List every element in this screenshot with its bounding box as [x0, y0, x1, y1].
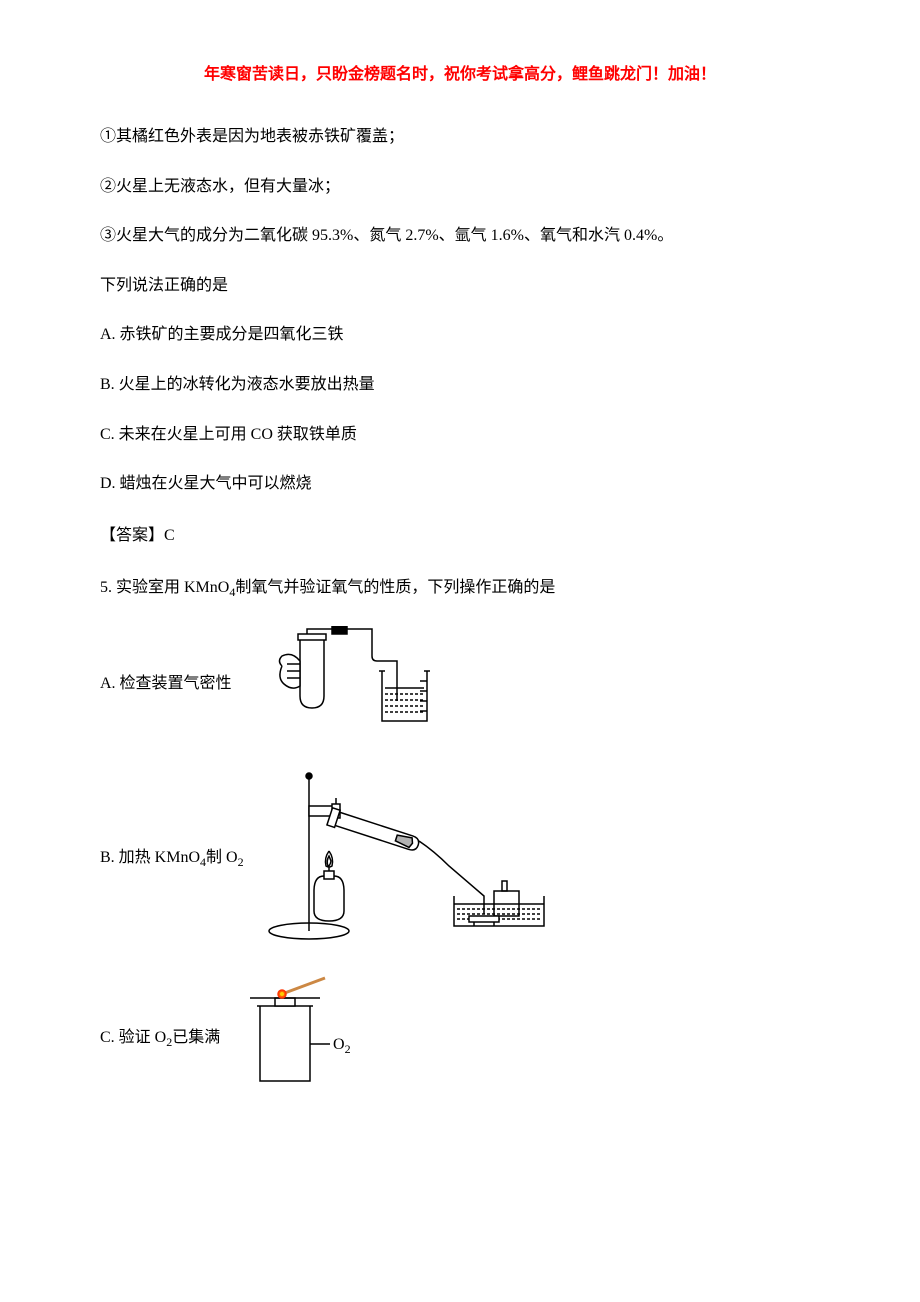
fact-2: ②火星上无液态水，但有大量冰；: [100, 174, 820, 200]
q5-stem: 5. 实验室用 KMnO4制氧气并验证氧气的性质，下列操作正确的是: [100, 575, 820, 602]
q5-optC-text: C. 验证 O2已集满: [100, 1023, 220, 1050]
q5-option-a: A. 检查装置气密性: [100, 626, 820, 736]
q5-optA-diagram: [242, 626, 442, 736]
o2-sub: 2: [345, 1042, 351, 1056]
fact-3: ③火星大气的成分为二氧化碳 95.3%、氮气 2.7%、氩气 1.6%、氧气和水…: [100, 223, 820, 249]
o2-label: O: [333, 1036, 345, 1053]
q4-option-b: B. 火星上的冰转化为液态水要放出热量: [100, 372, 820, 398]
q5-option-c: C. 验证 O2已集满 O2: [100, 976, 820, 1096]
q4-answer: 【答案】C: [100, 521, 820, 545]
page-header: 年寒窗苦读日，只盼金榜题名时，祝你考试拿高分，鲤鱼跳龙门！加油！: [100, 60, 820, 84]
q5-optB-prefix: B. 加热 KMnO: [100, 849, 200, 866]
q5-option-b: B. 加热 KMnO4制 O2: [100, 766, 820, 946]
fact-1: ①其橘红色外表是因为地表被赤铁矿覆盖；: [100, 124, 820, 150]
q5-optC-prefix: C. 验证 O: [100, 1029, 166, 1046]
q5-optC-suffix: 已集满: [172, 1029, 220, 1046]
q5-optB-mid: 制 O: [206, 849, 238, 866]
svg-text:O2: O2: [333, 1036, 351, 1056]
q5-stem-suffix: 制氧气并验证氧气的性质，下列操作正确的是: [235, 579, 555, 596]
q4-option-d: D. 蜡烛在火星大气中可以燃烧: [100, 471, 820, 497]
q5-optB-diagram: [254, 766, 554, 946]
q4-stem: 下列说法正确的是: [100, 273, 820, 299]
q5-stem-prefix: 5. 实验室用 KMnO: [100, 579, 229, 596]
q5-optB-sub2: 2: [238, 855, 244, 869]
q5-optB-text: B. 加热 KMnO4制 O2: [100, 843, 244, 870]
q5-optC-diagram: O2: [230, 976, 390, 1096]
q4-option-a: A. 赤铁矿的主要成分是四氧化三铁: [100, 322, 820, 348]
q4-option-c: C. 未来在火星上可用 CO 获取铁单质: [100, 422, 820, 448]
q5-optA-text: A. 检查装置气密性: [100, 669, 232, 693]
